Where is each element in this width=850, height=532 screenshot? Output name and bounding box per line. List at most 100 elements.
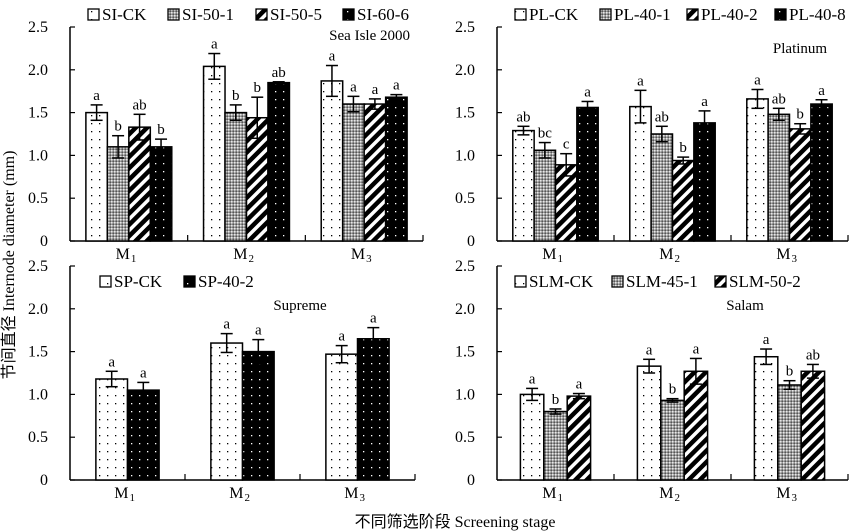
x-tick-label-subscript: 2 bbox=[675, 253, 681, 265]
bar-PL-40-1 bbox=[767, 113, 791, 242]
bar-SLM-50-2 bbox=[683, 370, 709, 481]
bar-PL-40-8 bbox=[693, 122, 716, 242]
x-tick-label: M bbox=[114, 485, 128, 502]
legend-label: PL-40-1 bbox=[614, 5, 671, 24]
bar-SP-CK bbox=[210, 342, 244, 481]
bar-PL-40-8 bbox=[810, 103, 833, 242]
bar-SLM-45-1 bbox=[777, 384, 802, 481]
x-tick-label-subscript: 2 bbox=[245, 492, 251, 504]
significance-letter: ab bbox=[772, 91, 786, 107]
bar-PL-40-1 bbox=[650, 133, 674, 242]
bar-SI-60-6 bbox=[149, 146, 173, 242]
legend-label: SI-50-5 bbox=[270, 5, 322, 24]
panels: 00.51.01.52.02.5M 1 M 2 M 3aaaSI-CKbbaSI-50-1… bbox=[28, 5, 849, 504]
bar-SLM-CK bbox=[636, 365, 662, 481]
bar-PL-CK bbox=[512, 129, 535, 242]
significance-letter: b bbox=[253, 80, 261, 96]
x-tick-label: M bbox=[351, 246, 365, 263]
legend-label: PL-CK bbox=[529, 5, 579, 24]
bar-SI-50-1 bbox=[106, 146, 130, 242]
legend-swatch bbox=[611, 275, 624, 288]
significance-letter: a bbox=[211, 37, 218, 53]
significance-letter: b bbox=[669, 382, 677, 398]
y-tick-label: 1.0 bbox=[28, 386, 48, 403]
legend-label: SI-50-1 bbox=[182, 5, 234, 24]
legend-label: SLM-45-1 bbox=[626, 272, 698, 291]
significance-letter: a bbox=[329, 49, 336, 65]
x-tick-label-subscript: 2 bbox=[249, 253, 255, 265]
y-tick-label: 1.5 bbox=[28, 344, 48, 361]
y-tick-label: 0 bbox=[467, 233, 475, 250]
x-tick-label-subscript: 3 bbox=[360, 492, 366, 504]
bar-SI-CK bbox=[320, 80, 344, 242]
y-tick-label: 2.5 bbox=[28, 258, 48, 275]
x-tick-label: M bbox=[542, 246, 556, 263]
y-tick-label: 0.5 bbox=[28, 190, 48, 207]
significance-letter: a bbox=[255, 323, 262, 339]
bar-PL-CK bbox=[629, 105, 652, 242]
y-tick-label: 0 bbox=[40, 233, 48, 250]
bar-SI-CK bbox=[202, 65, 226, 242]
bar-SI-CK bbox=[85, 111, 109, 242]
significance-letter: ab bbox=[132, 97, 146, 113]
significance-letter: a bbox=[108, 354, 115, 370]
significance-letter: a bbox=[372, 82, 379, 98]
significance-letter: ab bbox=[272, 65, 286, 81]
x-tick-label-subscript: 1 bbox=[130, 492, 136, 504]
bar-SLM-CK bbox=[753, 355, 779, 481]
y-tick-label: 2.0 bbox=[28, 301, 48, 318]
y-tick-label: 0 bbox=[467, 472, 475, 489]
x-tick-label-subscript: 3 bbox=[792, 253, 798, 265]
legend-label: SP-40-2 bbox=[198, 272, 254, 291]
bar-SP-40-2 bbox=[126, 389, 160, 481]
x-tick-label: M bbox=[659, 485, 673, 502]
x-tick-label-subscript: 1 bbox=[558, 492, 564, 504]
significance-letter: b bbox=[157, 122, 165, 138]
significance-letter: a bbox=[818, 83, 825, 99]
bar-SI-50-1 bbox=[224, 111, 248, 242]
x-tick-label-subscript: 3 bbox=[366, 253, 372, 265]
significance-letter: c bbox=[563, 137, 570, 153]
legend-label: SLM-CK bbox=[529, 272, 594, 291]
significance-letter: b bbox=[552, 392, 560, 408]
panel-sea-isle-2000: 00.51.01.52.02.5M 1 M 2 M 3aaaSI-CKbbaSI-50-1… bbox=[28, 5, 424, 265]
panel-salam: 00.51.01.52.02.5M 1 M 2 M 3aaaSLM-CKbbbSLM-45… bbox=[455, 258, 849, 504]
legend-swatch bbox=[599, 8, 612, 21]
x-tick-label: M bbox=[116, 246, 130, 263]
legend-swatch bbox=[167, 8, 180, 21]
significance-letter: a bbox=[350, 79, 357, 95]
bar-SLM-45-1 bbox=[543, 410, 568, 481]
x-tick-label: M bbox=[776, 485, 790, 502]
x-tick-label-subscript: 1 bbox=[558, 253, 564, 265]
legend-swatch bbox=[714, 275, 727, 288]
y-tick-label: 1.5 bbox=[28, 105, 48, 122]
legend-label: SLM-50-2 bbox=[729, 272, 801, 291]
bar-SP-CK bbox=[325, 353, 359, 481]
legend-swatch bbox=[255, 8, 268, 21]
significance-letter: ab bbox=[806, 347, 820, 363]
x-tick-label: M bbox=[229, 485, 243, 502]
bar-PL-40-2 bbox=[671, 159, 695, 242]
bar-PL-40-1 bbox=[533, 149, 557, 242]
x-tick-label-subscript: 2 bbox=[675, 492, 681, 504]
x-tick-label-subscript: 3 bbox=[792, 492, 798, 504]
bar-SLM-50-2 bbox=[800, 370, 826, 481]
x-tick-label: M bbox=[659, 246, 673, 263]
significance-letter: b bbox=[232, 88, 240, 104]
x-tick-label: M bbox=[542, 485, 556, 502]
significance-letter: b bbox=[796, 107, 804, 123]
panel-label: Supreme bbox=[273, 298, 327, 314]
y-tick-label: 1.0 bbox=[455, 147, 475, 164]
significance-letter: b bbox=[114, 119, 122, 135]
y-tick-label: 0.5 bbox=[28, 429, 48, 446]
significance-letter: b bbox=[786, 364, 794, 380]
legend-label: PL-40-2 bbox=[701, 5, 758, 24]
x-tick-label-subscript: 1 bbox=[131, 253, 137, 265]
legend-swatch bbox=[514, 8, 527, 21]
legend-label: PL-40-8 bbox=[789, 5, 846, 24]
y-tick-label: 0 bbox=[40, 472, 48, 489]
legend-swatch bbox=[342, 8, 355, 21]
significance-letter: b bbox=[679, 140, 687, 156]
y-tick-label: 2.5 bbox=[28, 19, 48, 36]
